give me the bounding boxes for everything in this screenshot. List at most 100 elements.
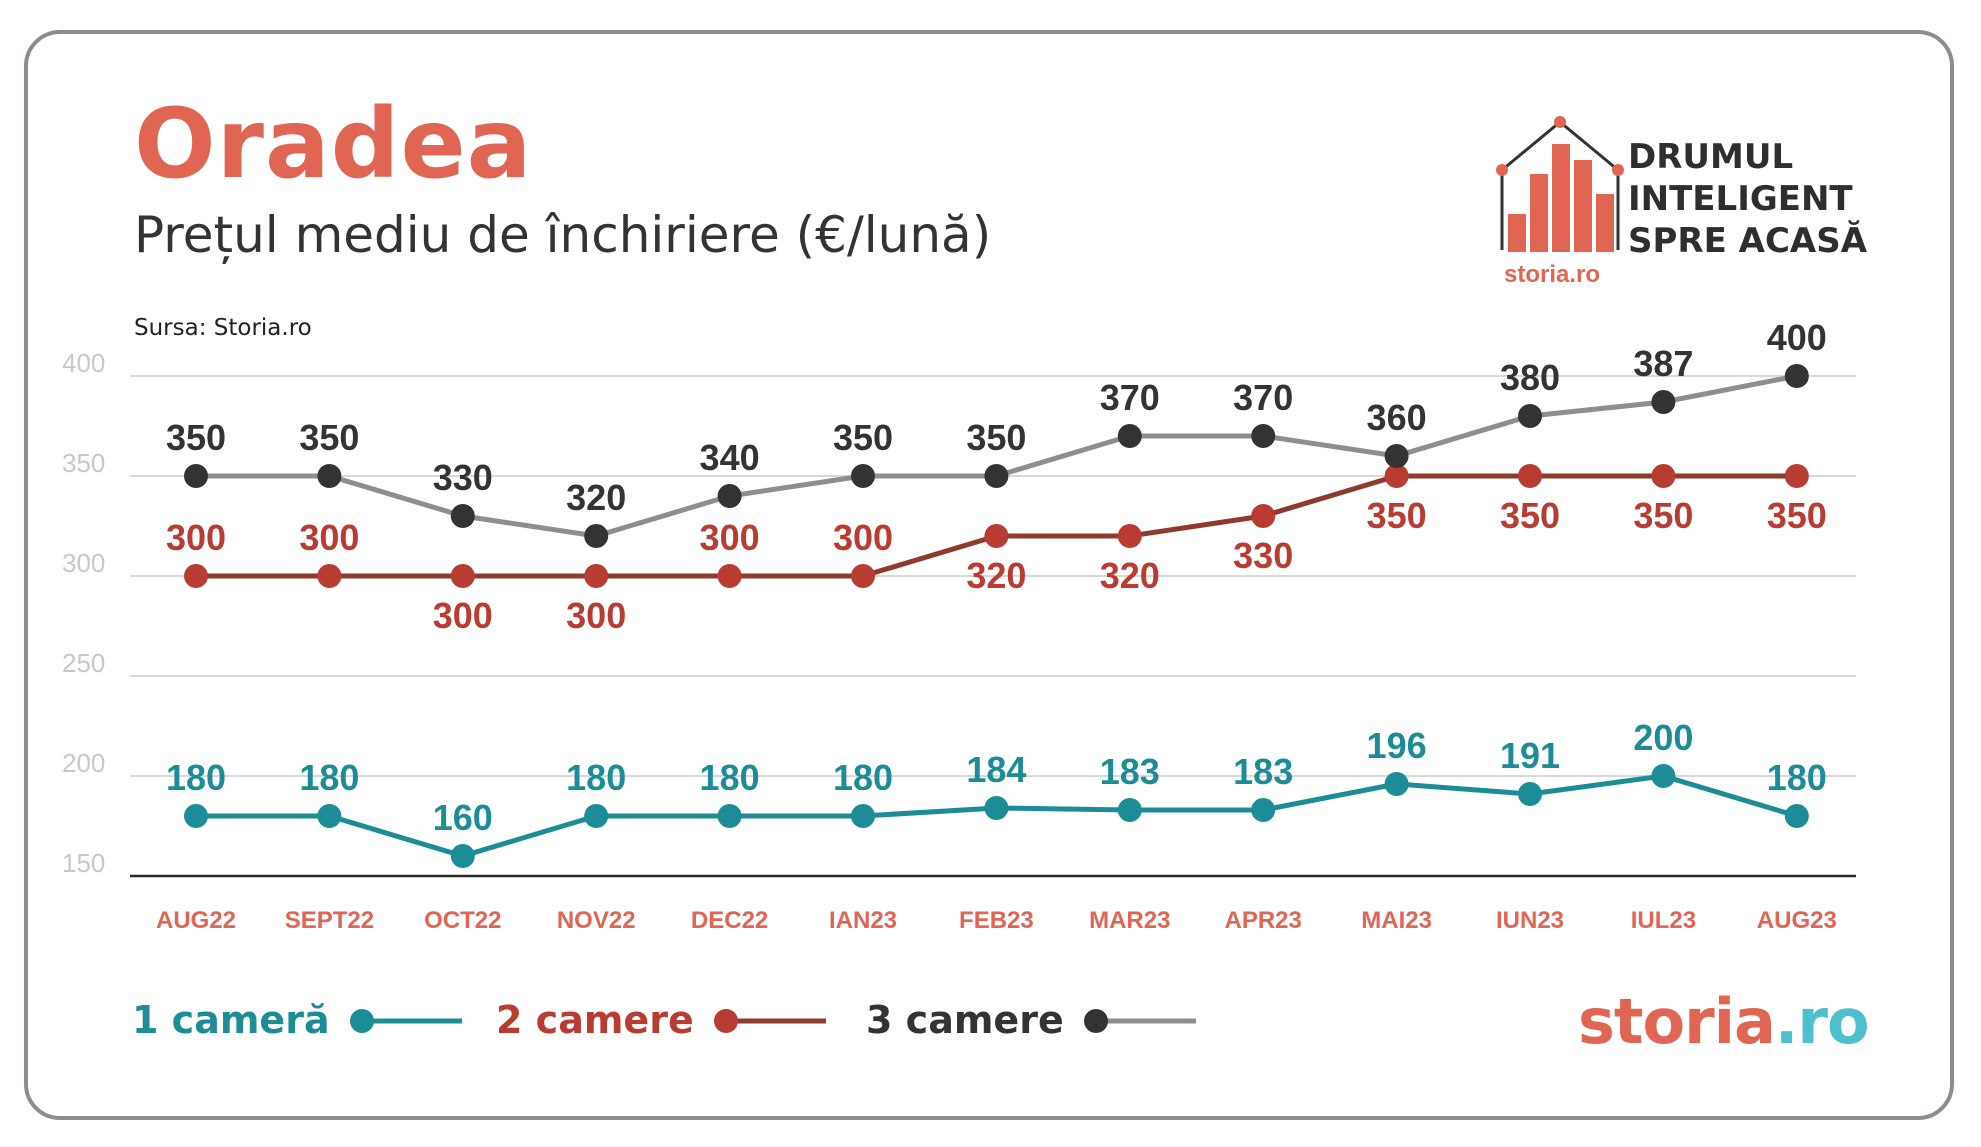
data-label: 380 (1500, 357, 1560, 398)
legend-label: 2 camere (496, 998, 694, 1042)
data-label: 184 (966, 749, 1026, 790)
data-point (317, 564, 342, 588)
data-point (1251, 798, 1276, 822)
x-tick-label: IAN23 (829, 907, 897, 934)
data-label: 183 (1100, 751, 1160, 792)
data-point (450, 564, 475, 588)
data-label: 350 (1767, 495, 1827, 536)
data-label: 350 (166, 417, 226, 458)
data-point (584, 564, 609, 588)
data-label: 370 (1233, 377, 1293, 418)
data-label: 160 (433, 797, 493, 838)
data-label: 330 (433, 457, 493, 498)
data-point (1784, 464, 1809, 488)
data-label: 320 (566, 477, 626, 518)
data-point (317, 464, 342, 488)
page-title: Oradea (134, 88, 533, 200)
y-tick-label: 250 (62, 648, 105, 678)
data-point (1117, 424, 1142, 448)
data-point (984, 464, 1009, 488)
brand-part-2: .ro (1774, 985, 1870, 1058)
house-logo-icon: storia.ro (1496, 116, 1624, 288)
data-point (450, 844, 475, 868)
logo-line-1: DRUMUL (1628, 137, 1794, 177)
x-tick-label: OCT22 (424, 907, 501, 934)
data-point (717, 804, 742, 828)
data-label: 300 (166, 517, 226, 558)
x-tick-label: FEB23 (959, 907, 1034, 934)
data-label: 180 (566, 757, 626, 798)
data-point (1518, 404, 1542, 428)
legend-item-3-camere: 3 camere (866, 990, 1206, 1050)
legend-item-2-camere: 2 camere (496, 990, 836, 1050)
data-label: 183 (1233, 751, 1293, 792)
brand-logo: storia.ro (1578, 985, 1870, 1058)
data-label: 370 (1100, 377, 1160, 418)
logo-line-3: SPRE ACASĂ (1628, 221, 1868, 261)
data-point (1117, 798, 1142, 822)
data-label: 340 (700, 437, 760, 478)
data-point (1518, 782, 1542, 806)
brand-part-1: storia (1578, 985, 1776, 1058)
data-point (450, 504, 475, 528)
data-point (851, 564, 875, 588)
x-tick-label: AUG22 (156, 907, 236, 934)
data-point (984, 796, 1009, 820)
x-tick-label: APR23 (1225, 907, 1302, 934)
data-label: 350 (966, 417, 1026, 458)
legend-label: 3 camere (866, 998, 1064, 1042)
data-label: 360 (1367, 397, 1427, 438)
x-tick-label: AUG23 (1757, 907, 1837, 934)
legend-label: 1 cameră (132, 998, 330, 1042)
data-point (184, 804, 208, 828)
data-label: 330 (1233, 535, 1293, 576)
source-note: Sursa: Storia.ro (134, 315, 312, 341)
x-tick-label: MAR23 (1089, 907, 1170, 934)
data-point (851, 804, 875, 828)
data-point (851, 464, 875, 488)
data-point (1784, 364, 1809, 388)
y-tick-label: 150 (62, 848, 105, 878)
data-label: 196 (1367, 725, 1427, 766)
data-label: 300 (700, 517, 760, 558)
data-label: 300 (433, 595, 493, 636)
legend-swatch-gray (1084, 1009, 1196, 1033)
y-tick-label: 300 (62, 548, 105, 578)
x-tick-label: DEC22 (691, 907, 768, 934)
data-label: 387 (1633, 343, 1693, 384)
logo-small-brand: storia.ro (1504, 261, 1600, 288)
data-label: 300 (566, 595, 626, 636)
x-tick-label: IUL23 (1631, 907, 1696, 934)
data-point (1784, 804, 1809, 828)
data-label: 191 (1500, 735, 1560, 776)
data-point (584, 524, 609, 548)
data-label: 350 (833, 417, 893, 458)
data-point (1651, 464, 1676, 488)
data-point (1384, 464, 1409, 488)
x-tick-label: SEPT22 (285, 907, 374, 934)
data-point (717, 484, 742, 508)
x-axis-labels: AUG22 SEPT22 OCT22 NOV22 DEC22 IAN23 FEB23 MAR2… (156, 907, 1837, 934)
data-point (1251, 504, 1276, 528)
data-label: 180 (166, 757, 226, 798)
data-label: 180 (1767, 757, 1827, 798)
y-tick-label: 200 (62, 748, 105, 778)
data-point (1651, 390, 1676, 414)
chart-subtitle: Prețul mediu de închiriere (€/lună) (134, 206, 992, 264)
data-label: 350 (1633, 495, 1693, 536)
data-label: 350 (299, 417, 359, 458)
data-point (184, 464, 208, 488)
data-label: 320 (1100, 555, 1160, 596)
data-point (1518, 464, 1542, 488)
data-label: 350 (1500, 495, 1560, 536)
y-tick-label: 400 (62, 348, 105, 378)
data-point (1651, 764, 1676, 788)
data-point (984, 524, 1009, 548)
legend-swatch-red (714, 1009, 826, 1033)
data-point (317, 804, 342, 828)
data-label: 320 (966, 555, 1026, 596)
data-label: 200 (1633, 717, 1693, 758)
data-label: 180 (833, 757, 893, 798)
data-label: 180 (700, 757, 760, 798)
